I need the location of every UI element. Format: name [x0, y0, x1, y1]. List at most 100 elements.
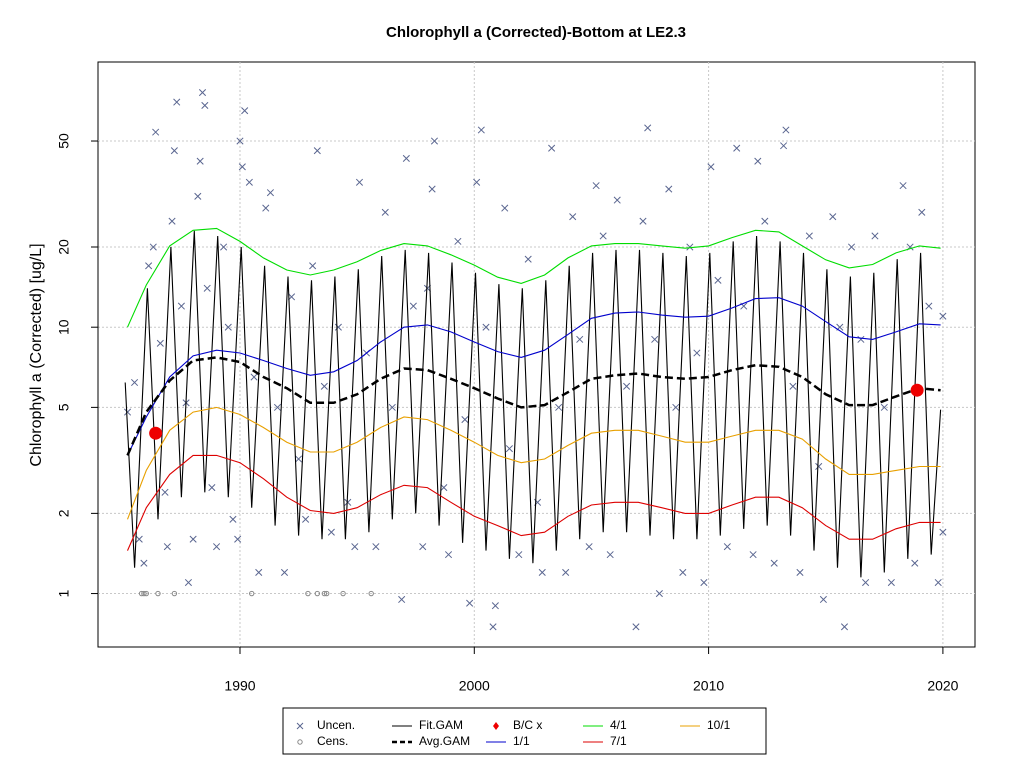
uncensored-point [229, 515, 237, 523]
censored-point [323, 590, 330, 597]
uncensored-point [840, 623, 849, 631]
censored-point [143, 590, 149, 597]
uncensored-point [524, 255, 532, 263]
uncensored-point [805, 232, 813, 240]
uncensored-point [733, 144, 741, 152]
y-tick-label: 1 [56, 589, 72, 597]
uncensored-point [381, 208, 389, 216]
uncensored-point [829, 213, 837, 221]
y-tick-label: 2 [56, 509, 72, 517]
uncensored-point [644, 124, 652, 132]
uncensored-point [168, 217, 176, 225]
uncensored-point [152, 128, 160, 136]
censored-point [305, 590, 311, 597]
uncensored-point [170, 147, 178, 155]
uncensored-point [466, 599, 474, 607]
uncensored-point [430, 137, 439, 145]
uncensored-point [280, 568, 289, 577]
uncensored-point [224, 323, 232, 331]
uncensored-point [505, 445, 513, 453]
uncensored-point [548, 144, 556, 152]
uncensored-point [398, 595, 406, 604]
uncensored-point [789, 382, 797, 390]
uncensored-point [491, 602, 499, 610]
uncensored-point [145, 262, 153, 270]
uncensored-point [599, 232, 607, 240]
series-line [124, 230, 942, 578]
uncensored-point [562, 568, 570, 577]
uncensored-point [184, 578, 192, 587]
censored-point [314, 590, 321, 597]
uncensored-point [515, 551, 523, 559]
uncensored-point [606, 551, 614, 559]
uncensored-point [130, 378, 139, 387]
uncensored-point [409, 302, 417, 310]
x-tick-label: 2010 [693, 678, 724, 694]
uncensored-point [177, 302, 185, 310]
uncensored-point [320, 382, 328, 390]
uncensored-point [372, 543, 380, 551]
uncensored-point [309, 262, 317, 270]
uncensored-point [707, 163, 715, 171]
uncensored-point [693, 349, 701, 357]
uncensored-point [213, 543, 221, 551]
uncensored-point [238, 163, 246, 171]
legend-symbol [493, 722, 499, 730]
series-line [126, 406, 941, 520]
uncensored-point [592, 182, 600, 190]
uncensored-point [201, 101, 209, 110]
uncensored-point [273, 403, 282, 411]
x-tick-label: 1990 [224, 678, 255, 694]
uncensored-point [796, 568, 804, 577]
uncensored-point [489, 623, 497, 631]
uncensored-point [461, 416, 469, 424]
uncensored-point [161, 488, 169, 496]
uncensored-point [918, 208, 926, 216]
uncensored-point [819, 595, 827, 604]
uncensored-point [754, 157, 762, 165]
uncensored-point [173, 98, 181, 106]
uncensored-point [440, 484, 448, 492]
uncensored-point [208, 484, 216, 492]
uncensored-point [749, 551, 757, 559]
legend-box [282, 707, 767, 755]
uncensored-point [236, 137, 244, 145]
uncensored-point [780, 142, 788, 150]
uncensored-point [569, 213, 577, 221]
censored-point [171, 590, 178, 597]
uncensored-point [241, 107, 249, 115]
series-line [126, 227, 941, 328]
legend-label: 4/1 [610, 718, 627, 732]
uncensored-point [262, 204, 270, 212]
uncensored-point [939, 312, 947, 320]
legend-label: Fit.GAM [419, 718, 463, 732]
legend-label: 7/1 [610, 734, 627, 748]
uncensored-point [313, 147, 321, 155]
legend-symbol [297, 739, 303, 745]
uncensored-point [327, 528, 335, 536]
uncensored-point [679, 568, 687, 577]
uncensored-point [388, 403, 396, 411]
y-tick-label: 10 [56, 319, 72, 335]
uncensored-point [198, 89, 207, 97]
uncensored-point [899, 182, 907, 190]
legend-label: 1/1 [513, 734, 530, 748]
uncensored-point [623, 382, 631, 390]
legend-label: Uncen. [317, 718, 355, 732]
uncensored-point [255, 568, 263, 577]
uncensored-point [862, 578, 870, 587]
uncensored-point [351, 543, 359, 551]
censored-point [249, 590, 255, 597]
uncensored-point [613, 196, 621, 204]
uncensored-point [723, 543, 731, 551]
uncensored-point [156, 339, 164, 347]
uncensored-point [250, 373, 258, 381]
uncensored-point [189, 535, 197, 543]
uncensored-point [140, 559, 148, 567]
uncensored-point [538, 568, 546, 577]
uncensored-point [655, 589, 663, 598]
uncensored-point [163, 543, 171, 551]
uncensored-point [135, 535, 143, 543]
uncensored-point [651, 335, 659, 343]
